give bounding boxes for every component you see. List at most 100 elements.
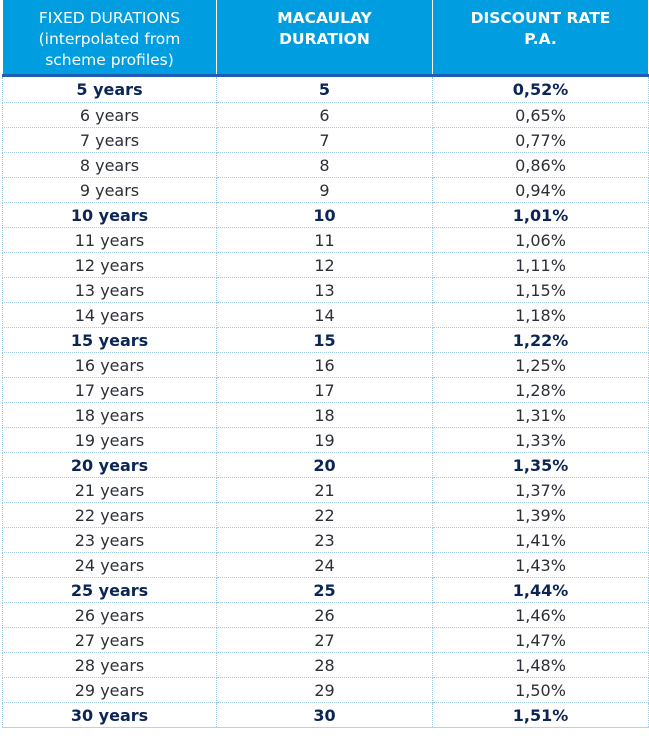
discount-rate-cell: 1,48% [432, 652, 649, 678]
header-fixed-durations: FIXED DURATIONS (interpolated from schem… [2, 0, 217, 76]
table-body: 5 years 5 0,52% 6 years 6 0,65% 7 years 7 0,77% 8… [2, 74, 649, 728]
macaulay-duration-cell: 27 [216, 627, 433, 653]
fixed-duration-cell: 9 years [2, 177, 217, 203]
table-header: FIXED DURATIONS (interpolated from schem… [2, 0, 649, 76]
table-row: 14 years 14 1,18% [2, 302, 649, 328]
fixed-duration-cell: 8 years [2, 152, 217, 178]
macaulay-duration-cell: 16 [216, 352, 433, 378]
header-line: DISCOUNT RATE [470, 9, 611, 27]
fixed-duration-cell: 12 years [2, 252, 217, 278]
table-row: 28 years 28 1,48% [2, 652, 649, 678]
table-row: 26 years 26 1,46% [2, 602, 649, 628]
macaulay-duration-cell: 26 [216, 602, 433, 628]
fixed-duration-cell: 26 years [2, 602, 217, 628]
header-line: P.A. [524, 30, 557, 48]
macaulay-duration-cell: 29 [216, 677, 433, 703]
fixed-duration-cell: 25 years [2, 577, 217, 603]
table-row: 8 years 8 0,86% [2, 152, 649, 178]
discount-rate-cell: 1,11% [432, 252, 649, 278]
header-discount-rate: DISCOUNT RATE P.A. [432, 0, 649, 76]
macaulay-duration-cell: 28 [216, 652, 433, 678]
discount-rate-cell: 1,43% [432, 552, 649, 578]
header-line: (interpolated from [38, 30, 181, 48]
table-row: 24 years 24 1,43% [2, 552, 649, 578]
macaulay-duration-cell: 6 [216, 102, 433, 128]
table-row: 23 years 23 1,41% [2, 527, 649, 553]
fixed-duration-cell: 7 years [2, 127, 217, 153]
table-row: 27 years 27 1,47% [2, 627, 649, 653]
discount-rate-cell: 1,47% [432, 627, 649, 653]
discount-rate-cell: 0,94% [432, 177, 649, 203]
discount-rate-cell: 1,25% [432, 352, 649, 378]
fixed-duration-cell: 15 years [2, 327, 217, 353]
fixed-duration-cell: 13 years [2, 277, 217, 303]
macaulay-duration-cell: 9 [216, 177, 433, 203]
table-row: 11 years 11 1,06% [2, 227, 649, 253]
discount-rate-cell: 1,50% [432, 677, 649, 703]
fixed-duration-cell: 20 years [2, 452, 217, 478]
table-row: 16 years 16 1,25% [2, 352, 649, 378]
discount-rate-cell: 1,39% [432, 502, 649, 528]
header-line: FIXED DURATIONS [38, 9, 181, 27]
table-row: 17 years 17 1,28% [2, 377, 649, 403]
macaulay-duration-cell: 21 [216, 477, 433, 503]
table-row: 30 years 30 1,51% [2, 702, 649, 728]
fixed-duration-cell: 28 years [2, 652, 217, 678]
header-line: scheme profiles) [45, 51, 174, 69]
fixed-duration-cell: 10 years [2, 202, 217, 228]
fixed-duration-cell: 24 years [2, 552, 217, 578]
discount-rate-cell: 1,18% [432, 302, 649, 328]
table-row: 25 years 25 1,44% [2, 577, 649, 603]
table-row: 12 years 12 1,11% [2, 252, 649, 278]
table-row: 19 years 19 1,33% [2, 427, 649, 453]
macaulay-duration-cell: 30 [216, 702, 433, 728]
discount-rate-cell: 1,46% [432, 602, 649, 628]
header-line: MACAULAY [277, 9, 372, 27]
table-row: 15 years 15 1,22% [2, 327, 649, 353]
header-row: FIXED DURATIONS (interpolated from schem… [2, 0, 649, 76]
fixed-duration-cell: 23 years [2, 527, 217, 553]
macaulay-duration-cell: 12 [216, 252, 433, 278]
fixed-duration-cell: 11 years [2, 227, 217, 253]
fixed-duration-cell: 6 years [2, 102, 217, 128]
macaulay-duration-cell: 15 [216, 327, 433, 353]
table-row: 21 years 21 1,37% [2, 477, 649, 503]
table-row: 20 years 20 1,35% [2, 452, 649, 478]
table-row: 7 years 7 0,77% [2, 127, 649, 153]
discount-rate-cell: 0,77% [432, 127, 649, 153]
discount-rate-cell: 1,31% [432, 402, 649, 428]
macaulay-duration-cell: 13 [216, 277, 433, 303]
macaulay-duration-cell: 11 [216, 227, 433, 253]
table-row: 18 years 18 1,31% [2, 402, 649, 428]
macaulay-duration-cell: 25 [216, 577, 433, 603]
discount-rate-cell: 1,44% [432, 577, 649, 603]
discount-rate-table-container: FIXED DURATIONS (interpolated from schem… [2, 0, 649, 728]
fixed-duration-cell: 17 years [2, 377, 217, 403]
macaulay-duration-cell: 7 [216, 127, 433, 153]
table-row: 29 years 29 1,50% [2, 677, 649, 703]
discount-rate-cell: 1,41% [432, 527, 649, 553]
macaulay-duration-cell: 24 [216, 552, 433, 578]
discount-rate-cell: 1,22% [432, 327, 649, 353]
header-line: DURATION [279, 30, 370, 48]
macaulay-duration-cell: 22 [216, 502, 433, 528]
fixed-duration-cell: 14 years [2, 302, 217, 328]
discount-rate-cell: 0,52% [432, 74, 649, 103]
table-row: 9 years 9 0,94% [2, 177, 649, 203]
table-row: 6 years 6 0,65% [2, 102, 649, 128]
fixed-duration-cell: 18 years [2, 402, 217, 428]
discount-rate-cell: 1,51% [432, 702, 649, 728]
table-row: 13 years 13 1,15% [2, 277, 649, 303]
macaulay-duration-cell: 8 [216, 152, 433, 178]
discount-rate-cell: 0,86% [432, 152, 649, 178]
macaulay-duration-cell: 14 [216, 302, 433, 328]
fixed-duration-cell: 27 years [2, 627, 217, 653]
discount-rate-cell: 0,65% [432, 102, 649, 128]
fixed-duration-cell: 19 years [2, 427, 217, 453]
discount-rate-cell: 1,06% [432, 227, 649, 253]
fixed-duration-cell: 21 years [2, 477, 217, 503]
discount-rate-cell: 1,35% [432, 452, 649, 478]
macaulay-duration-cell: 5 [216, 74, 433, 103]
fixed-duration-cell: 16 years [2, 352, 217, 378]
macaulay-duration-cell: 23 [216, 527, 433, 553]
